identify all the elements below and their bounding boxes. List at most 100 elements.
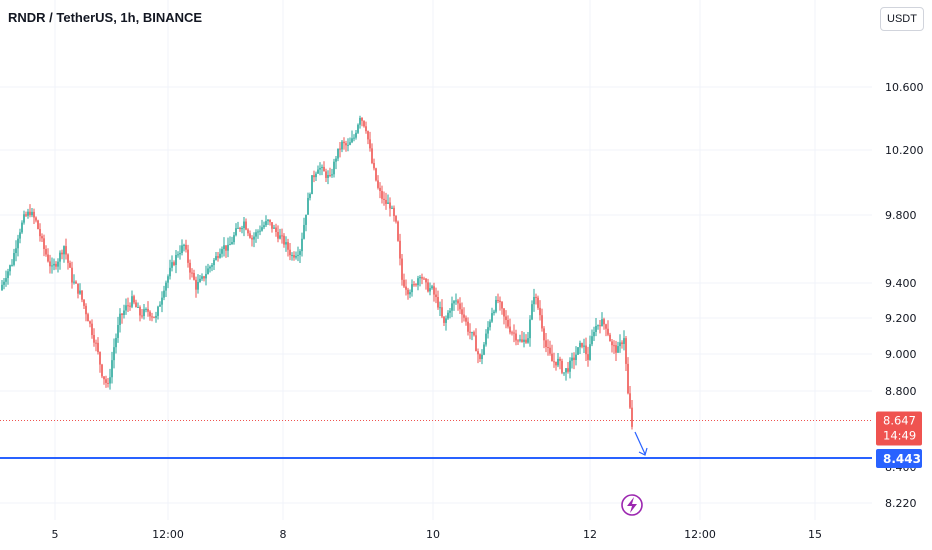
candle-body xyxy=(205,274,207,279)
candle-body xyxy=(581,342,583,347)
candle-body xyxy=(5,278,7,282)
candle-body xyxy=(47,254,49,262)
candle-body xyxy=(247,229,249,234)
candle-body xyxy=(319,167,321,170)
candle-body xyxy=(515,333,517,341)
candle-body xyxy=(87,314,89,322)
candle-body xyxy=(253,236,255,240)
candle-body xyxy=(533,296,535,305)
candle-body xyxy=(393,207,395,216)
candle-body xyxy=(437,297,439,308)
candle-body xyxy=(37,220,39,230)
candle-body xyxy=(199,278,201,282)
candle-body xyxy=(543,328,545,341)
candle-body xyxy=(141,315,143,317)
candle-body xyxy=(571,357,573,361)
currency-button[interactable]: USDT xyxy=(880,7,924,31)
candle-body xyxy=(587,354,589,360)
candle-body xyxy=(391,207,393,209)
candle-body xyxy=(535,296,537,298)
candle-body xyxy=(137,306,139,308)
candle-body xyxy=(311,175,313,194)
candle-body xyxy=(289,249,291,256)
price-tick-label: 10.600 xyxy=(885,81,924,94)
candle-body xyxy=(531,304,533,320)
candle-body xyxy=(135,302,137,308)
candle-body xyxy=(415,284,417,286)
candle-body xyxy=(287,242,289,250)
candle-body xyxy=(555,361,557,366)
candle-body xyxy=(219,253,221,258)
down-arrow-icon[interactable] xyxy=(634,431,648,456)
candle-countdown: 14:49 xyxy=(883,429,916,443)
candle-body xyxy=(69,262,71,268)
candle-body xyxy=(111,360,113,378)
time-tick-label: 12:00 xyxy=(684,528,716,541)
candle-body xyxy=(27,211,29,216)
candle-body xyxy=(291,255,293,257)
candle-body xyxy=(357,124,359,133)
candle-body xyxy=(601,319,603,326)
price-tick-label: 8.800 xyxy=(885,385,917,398)
candle-body xyxy=(61,252,63,255)
candle-body xyxy=(245,221,247,230)
candle-body xyxy=(573,357,575,360)
candle-body xyxy=(17,238,19,249)
candle-body xyxy=(435,294,437,298)
candle-body xyxy=(457,300,459,304)
candle-body xyxy=(615,345,617,353)
candle-body xyxy=(621,342,623,345)
candle-body xyxy=(239,227,241,230)
candle-body xyxy=(209,266,211,269)
candle-body xyxy=(455,300,457,302)
candle-body xyxy=(299,251,301,255)
candle-body xyxy=(419,277,421,279)
candle-body xyxy=(25,214,27,216)
candle-body xyxy=(333,161,335,175)
candle-body xyxy=(43,238,45,250)
candle-body xyxy=(9,265,11,272)
candle-body xyxy=(203,276,205,279)
candle-body xyxy=(405,286,407,290)
candle-body xyxy=(513,332,515,334)
candle-body xyxy=(529,319,531,339)
candle-body xyxy=(313,175,315,178)
lightning-icon[interactable] xyxy=(621,494,643,516)
last-price-value: 8.647 xyxy=(883,414,916,428)
candle-body xyxy=(173,262,175,265)
candle-body xyxy=(477,351,479,355)
time-tick-label: 10 xyxy=(426,528,440,541)
candle-body xyxy=(371,148,373,163)
candle-body xyxy=(123,310,125,316)
candle-body xyxy=(493,311,495,314)
candle-body xyxy=(1,284,3,290)
candle-body xyxy=(429,288,431,292)
candle-body xyxy=(453,301,455,304)
candle-body xyxy=(629,393,631,408)
candle-body xyxy=(81,290,83,300)
candlestick-series xyxy=(1,115,633,430)
candle-body xyxy=(171,262,173,268)
candle-body xyxy=(117,325,119,338)
candle-body xyxy=(177,254,179,256)
candle-body xyxy=(423,278,425,280)
candle-body xyxy=(23,214,25,223)
candle-body xyxy=(57,261,59,267)
candle-body xyxy=(19,232,21,239)
candle-body xyxy=(527,338,529,343)
candle-body xyxy=(567,368,569,372)
candle-body xyxy=(353,137,355,139)
chart-overlays xyxy=(0,420,872,516)
candle-body xyxy=(105,379,107,383)
candle-body xyxy=(263,225,265,228)
candle-body xyxy=(167,276,169,283)
candle-body xyxy=(473,332,475,336)
candle-body xyxy=(11,264,13,266)
candle-body xyxy=(605,324,607,329)
candle-body xyxy=(607,328,609,335)
candle-body xyxy=(525,339,527,343)
candle-body xyxy=(133,296,135,303)
candle-body xyxy=(585,345,587,355)
